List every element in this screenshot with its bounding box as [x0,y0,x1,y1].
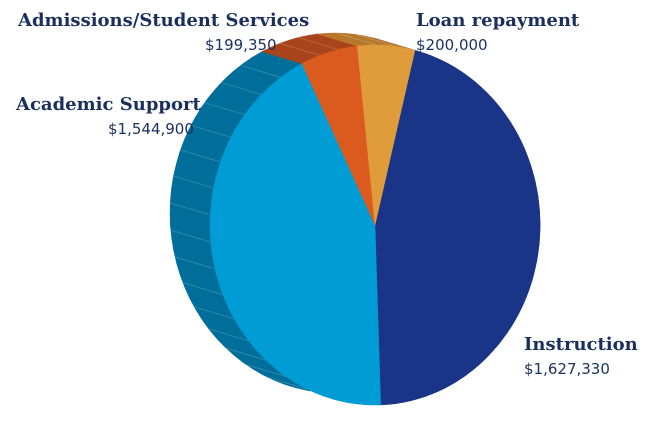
slice-loan-repayment [357,44,416,226]
slice-rim-line [267,376,309,390]
label-admissions-student-services: Admissions/Student Services [18,10,310,31]
slice-instruction [374,49,541,406]
label-instruction: Instruction [524,334,638,355]
slice-rim-line [170,202,211,216]
slice-rim-line [336,32,377,46]
slice-rim-line [170,229,211,243]
slice-rim-line [204,102,245,116]
slice-rim-line [298,37,339,50]
slice-rim-line [174,256,216,270]
slice-rim-line [221,82,262,96]
slice-rim-line [173,175,214,189]
value-academic-support: $1,544,900 [108,120,194,138]
slice-rim-line [182,282,223,296]
slice-rim-line [194,306,235,320]
slice-rim-line [208,328,249,342]
slice-rim-line [190,124,232,138]
label-loan-repayment: Loan repayment [416,10,580,31]
value-loan-repayment: $200,000 [416,36,488,54]
label-academic-support: Academic Support [16,94,201,115]
slice-rim-line [245,364,287,378]
value-instruction: $1,627,330 [524,360,610,378]
slice-rim-line [240,64,281,78]
slice-rim-line [279,42,320,56]
slice-academic-support [209,63,381,406]
slice-rim-line [355,33,397,47]
value-admissions-student-services: $199,350 [205,36,277,54]
slice-rim-line [225,347,267,361]
slice-rim-line [180,149,221,163]
